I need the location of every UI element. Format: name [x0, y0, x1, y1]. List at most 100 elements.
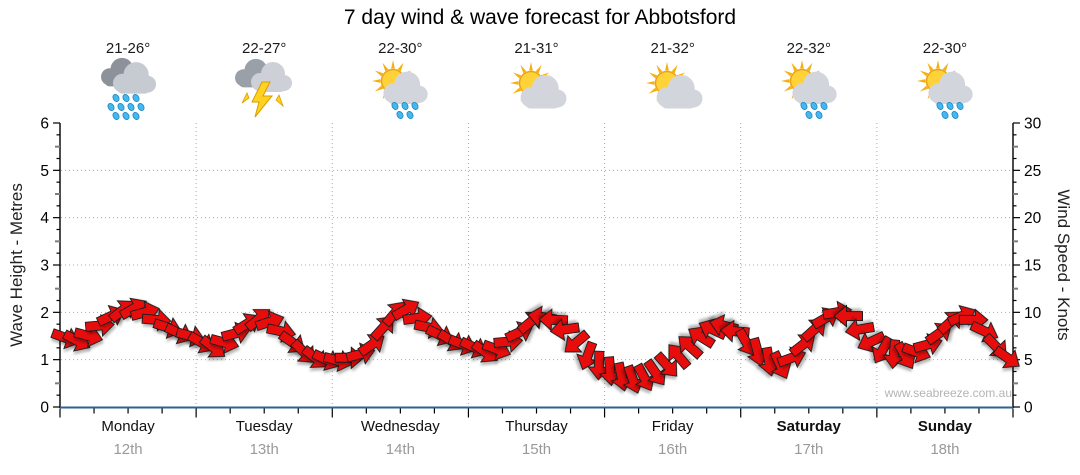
- lightning-shape: [241, 92, 250, 104]
- weather-icon-sun-rain: [916, 60, 973, 119]
- weather-icon-slot: [641, 57, 705, 121]
- lightning-shape: [251, 81, 274, 118]
- left-axis-tick-label: 1: [40, 352, 49, 369]
- day-name-label: Thursday: [505, 418, 568, 435]
- weather-icon-slot: [232, 57, 296, 121]
- raindrop-shape: [820, 102, 828, 110]
- raindrop-shape: [137, 103, 145, 111]
- day-name-label: Friday: [651, 418, 694, 435]
- raindrop-shape: [411, 102, 419, 110]
- raindrop-shape: [107, 103, 115, 111]
- raindrop-shape: [132, 112, 140, 120]
- wind-arrow: [576, 340, 598, 371]
- weather-icon-slot: [505, 57, 569, 121]
- left-axis-tick-label: 6: [40, 116, 49, 133]
- temperature-range-label: 22-27°: [242, 40, 287, 57]
- wind-arrow: [857, 331, 887, 353]
- day-name-label: Saturday: [776, 418, 841, 435]
- temperature-range-label: 21-26°: [105, 40, 151, 57]
- raindrop-shape: [112, 112, 120, 120]
- day-date-label: 12th: [113, 441, 143, 458]
- temperature-range-label: 22-30°: [378, 40, 423, 57]
- wind-arrow: [643, 358, 666, 386]
- right-axis-tick-label: 10: [1024, 305, 1042, 322]
- left-axis-tick-label: 5: [40, 163, 49, 180]
- right-axis-tick-label: 20: [1024, 210, 1042, 227]
- right-axis-tick-label: 5: [1024, 352, 1033, 369]
- wind-arrow: [549, 318, 580, 342]
- weather-icon-slot: [913, 57, 977, 121]
- weather-icon-sun-cloud: [509, 62, 567, 109]
- raindrop-shape: [401, 102, 409, 110]
- weather-icon-slot: [368, 57, 432, 121]
- raindrop-shape: [406, 111, 414, 119]
- wind-arrow: [678, 336, 704, 360]
- left-axis-tick-label: 2: [40, 305, 49, 322]
- raindrop-shape: [956, 102, 964, 110]
- left-axis-title: Wave Height - Metres: [7, 183, 26, 347]
- temperature-range-label: 22-32°: [786, 40, 831, 57]
- wind-arrow: [622, 364, 645, 394]
- raindrop-shape: [936, 102, 944, 110]
- day-name-label: Monday: [101, 418, 155, 435]
- wind-arrow: [688, 326, 716, 349]
- lightning-shape: [275, 94, 285, 108]
- raindrop-shape: [805, 111, 813, 119]
- weather-icon-slot: [96, 57, 160, 121]
- cloud-shape: [792, 71, 837, 105]
- right-axis-tick-label: 0: [1024, 400, 1033, 417]
- raindrop-shape: [117, 103, 125, 111]
- raindrop-shape: [815, 111, 823, 119]
- day-name-label: Sunday: [917, 418, 973, 435]
- cloud-shape: [520, 74, 567, 109]
- day-date-label: 18th: [930, 441, 960, 458]
- raindrop-shape: [396, 111, 404, 119]
- raindrop-shape: [391, 102, 399, 110]
- right-axis-tick-label: 25: [1024, 163, 1041, 180]
- right-axis-tick-label: 30: [1024, 116, 1042, 133]
- raindrop-shape: [941, 111, 949, 119]
- left-axis-tick-label: 4: [40, 210, 49, 227]
- raindrop-shape: [946, 102, 954, 110]
- raindrop-shape: [122, 94, 130, 102]
- cloud-shape: [383, 71, 429, 105]
- raindrop-shape: [122, 112, 130, 120]
- temperature-range-label: 21-32°: [650, 40, 695, 57]
- day-date-label: 14th: [385, 441, 415, 458]
- cloud-shape: [656, 74, 703, 109]
- chart-title: 7 day wind & wave forecast for Abbotsfor…: [343, 6, 737, 29]
- cloud-shape: [928, 71, 973, 105]
- day-name-label: Wednesday: [360, 418, 440, 435]
- wind-arrow: [538, 308, 569, 332]
- watermark: www.seabreeze.com.au: [884, 386, 1012, 400]
- day-name-label: Tuesday: [235, 418, 293, 435]
- raindrop-shape: [112, 94, 120, 102]
- weather-icon-sun-cloud: [645, 62, 703, 109]
- weather-icon-storm: [235, 58, 293, 118]
- day-date-label: 17th: [794, 441, 824, 458]
- wind-arrow: [992, 345, 1020, 369]
- weather-icon-sun-rain: [780, 60, 837, 119]
- raindrop-shape: [132, 94, 140, 102]
- wind-arrow: [833, 304, 863, 328]
- wind-arrow: [633, 362, 656, 392]
- weather-icon-sun-rain: [372, 60, 429, 119]
- weather-icon-slot: [777, 57, 841, 121]
- wind-arrow: [653, 351, 678, 377]
- left-axis-tick-label: 0: [40, 400, 49, 417]
- day-date-label: 16th: [658, 441, 688, 458]
- left-axis-tick-label: 3: [40, 258, 49, 275]
- temperature-range-label: 21-31°: [514, 40, 559, 57]
- wind-arrow: [668, 344, 692, 371]
- right-axis-tick-label: 15: [1024, 258, 1041, 275]
- temperature-range-label: 22-30°: [922, 40, 968, 57]
- raindrop-shape: [800, 102, 808, 110]
- wind-arrow: [587, 350, 611, 381]
- day-date-label: 13th: [249, 441, 279, 458]
- right-axis-title: Wind Speed - Knots: [1054, 189, 1073, 341]
- raindrop-shape: [810, 102, 818, 110]
- raindrop-shape: [951, 111, 959, 119]
- day-date-label: 15th: [521, 441, 552, 458]
